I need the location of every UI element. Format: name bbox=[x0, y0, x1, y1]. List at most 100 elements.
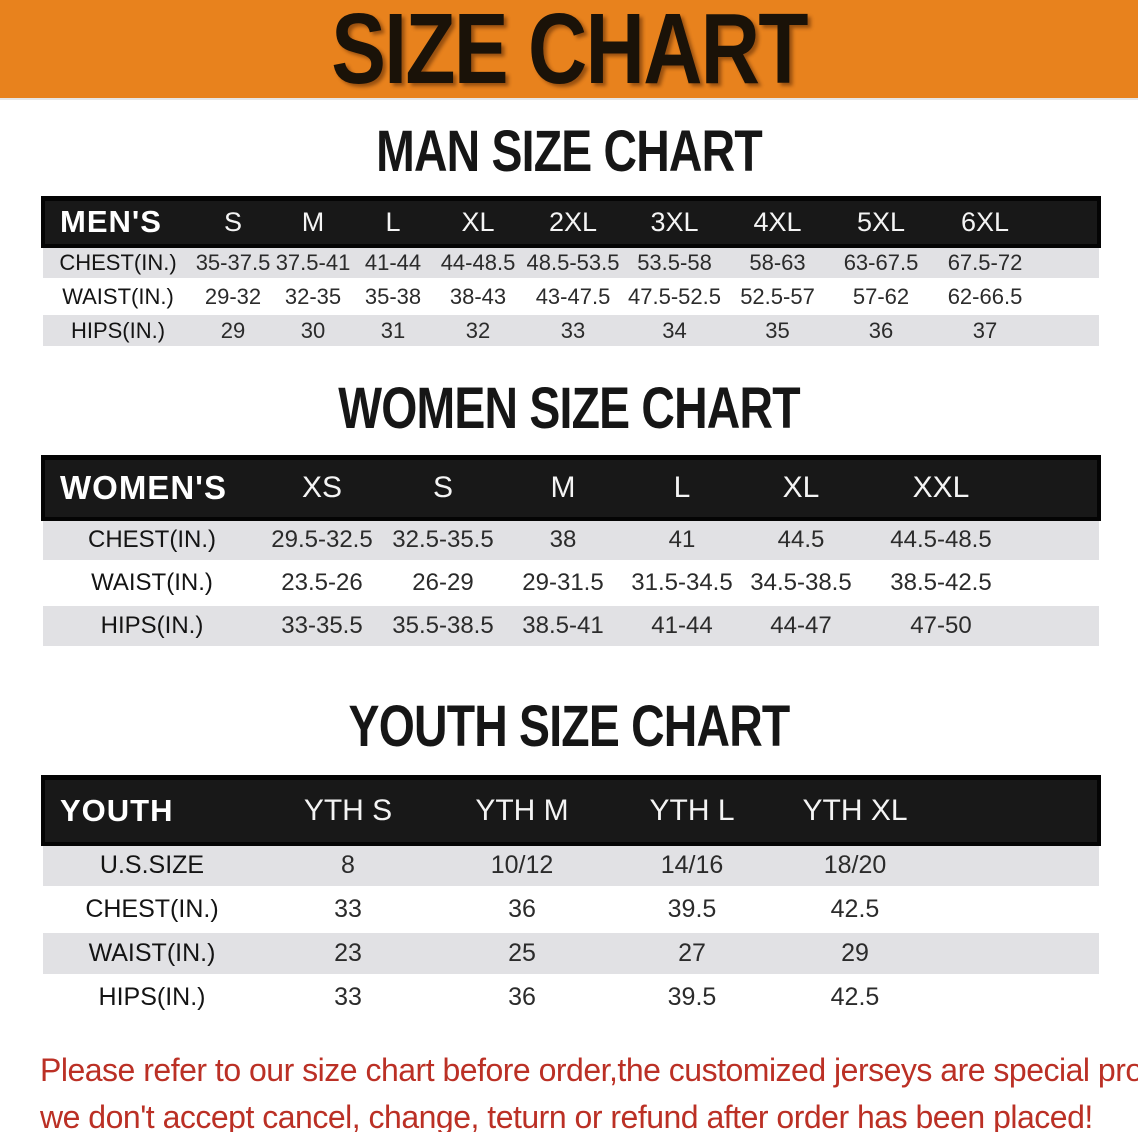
size-value: 27 bbox=[609, 931, 775, 977]
column-header-l: L bbox=[353, 196, 433, 248]
men-section-title: MAN SIZE CHART bbox=[376, 119, 763, 184]
size-value: 31.5-34.5 bbox=[623, 561, 741, 606]
size-value: 58-63 bbox=[726, 245, 829, 281]
size-value: 41 bbox=[623, 518, 741, 563]
column-header-xs: XS bbox=[261, 455, 383, 521]
row-filler bbox=[1021, 604, 1099, 649]
row-label: CHEST(IN.) bbox=[43, 887, 261, 933]
women-section-title: WOMEN SIZE CHART bbox=[338, 376, 800, 441]
row-filler bbox=[1037, 245, 1099, 281]
row-filler bbox=[1021, 518, 1099, 563]
size-value: 53.5-58 bbox=[623, 245, 726, 281]
size-value: 44.5-48.5 bbox=[861, 518, 1021, 563]
page-title: SIZE CHART bbox=[331, 0, 808, 105]
column-header-s: S bbox=[193, 196, 273, 248]
size-value: 63-67.5 bbox=[829, 245, 933, 281]
table-row: WAIST(IN.) 29-32 32-35 35-38 38-43 43-47.5 47.… bbox=[43, 279, 1099, 315]
table-row: HIPS(IN.) 33-35.5 35.5-38.5 38.5-41 41-44 44-… bbox=[43, 604, 1099, 649]
header-row: MEN'S S M L XL 2XL 3XL 4XL 5XL 6XL bbox=[41, 196, 1101, 248]
size-value: 35 bbox=[726, 313, 829, 349]
header-filler bbox=[1037, 196, 1101, 248]
size-value: 35.5-38.5 bbox=[383, 604, 503, 649]
size-value: 41-44 bbox=[623, 604, 741, 649]
row-label: HIPS(IN.) bbox=[43, 604, 261, 649]
column-header-6xl: 6XL bbox=[933, 196, 1037, 248]
size-value: 29 bbox=[775, 931, 935, 977]
size-value: 30 bbox=[273, 313, 353, 349]
size-value: 23 bbox=[261, 931, 435, 977]
row-label: WAIST(IN.) bbox=[43, 279, 193, 315]
row-label: CHEST(IN.) bbox=[43, 245, 193, 281]
size-value: 33 bbox=[261, 975, 435, 1021]
header-filler bbox=[935, 775, 1101, 846]
youth-header-label: YOUTH bbox=[41, 775, 261, 846]
column-header-s: S bbox=[383, 455, 503, 521]
size-value: 41-44 bbox=[353, 245, 433, 281]
youth-section-title: YOUTH SIZE CHART bbox=[348, 694, 791, 759]
size-value: 25 bbox=[435, 931, 609, 977]
section-youth: YOUTH SIZE CHART YOUTH YTH S YTH M YTH L YTH… bbox=[0, 694, 1138, 1021]
row-filler bbox=[935, 843, 1099, 889]
size-value: 39.5 bbox=[609, 975, 775, 1021]
header-row: YOUTH YTH S YTH M YTH L YTH XL bbox=[41, 775, 1101, 846]
size-value: 39.5 bbox=[609, 887, 775, 933]
size-value: 29.5-32.5 bbox=[261, 518, 383, 563]
section-men: MAN SIZE CHART MEN'S S M L XL 2XL 3XL 4XL 5XL 6XL… bbox=[0, 119, 1138, 349]
size-value: 35-38 bbox=[353, 279, 433, 315]
column-header-xxl: XXL bbox=[861, 455, 1021, 521]
size-value: 37 bbox=[933, 313, 1037, 349]
column-header-2xl: 2XL bbox=[523, 196, 623, 248]
size-value: 34.5-38.5 bbox=[741, 561, 861, 606]
size-value: 14/16 bbox=[609, 843, 775, 889]
size-value: 38.5-41 bbox=[503, 604, 623, 649]
size-value: 48.5-53.5 bbox=[523, 245, 623, 281]
column-header-xl: XL bbox=[741, 455, 861, 521]
size-value: 32.5-35.5 bbox=[383, 518, 503, 563]
youth-size-table: YOUTH YTH S YTH M YTH L YTH XL U.S.SIZE 8 10/12… bbox=[41, 775, 1101, 1021]
row-filler bbox=[1021, 561, 1099, 606]
size-value: 32-35 bbox=[273, 279, 353, 315]
column-header-3xl: 3XL bbox=[623, 196, 726, 248]
column-header-yth-m: YTH M bbox=[435, 775, 609, 846]
size-value: 38.5-42.5 bbox=[861, 561, 1021, 606]
header-row: WOMEN'S XS S M L XL XXL bbox=[41, 455, 1101, 521]
table-row: U.S.SIZE 8 10/12 14/16 18/20 bbox=[43, 843, 1099, 889]
size-value: 33 bbox=[523, 313, 623, 349]
size-value: 38-43 bbox=[433, 279, 523, 315]
row-label: CHEST(IN.) bbox=[43, 518, 261, 563]
size-value: 38 bbox=[503, 518, 623, 563]
size-value: 36 bbox=[435, 887, 609, 933]
row-label: U.S.SIZE bbox=[43, 843, 261, 889]
column-header-5xl: 5XL bbox=[829, 196, 933, 248]
men-size-table: MEN'S S M L XL 2XL 3XL 4XL 5XL 6XL CHEST(IN.) 35-37… bbox=[41, 196, 1101, 349]
size-value: 44-48.5 bbox=[433, 245, 523, 281]
size-value: 52.5-57 bbox=[726, 279, 829, 315]
size-value: 26-29 bbox=[383, 561, 503, 606]
women-header-label: WOMEN'S bbox=[41, 455, 261, 521]
size-value: 57-62 bbox=[829, 279, 933, 315]
row-label: HIPS(IN.) bbox=[43, 313, 193, 349]
size-value: 31 bbox=[353, 313, 433, 349]
column-header-yth-s: YTH S bbox=[261, 775, 435, 846]
row-filler bbox=[935, 975, 1099, 1021]
size-value: 42.5 bbox=[775, 975, 935, 1021]
men-header-label: MEN'S bbox=[41, 196, 193, 248]
row-filler bbox=[935, 887, 1099, 933]
column-header-xl: XL bbox=[433, 196, 523, 248]
size-value: 8 bbox=[261, 843, 435, 889]
size-value: 47-50 bbox=[861, 604, 1021, 649]
table-row: CHEST(IN.) 35-37.5 37.5-41 41-44 44-48.5 48.5… bbox=[43, 245, 1099, 281]
size-value: 36 bbox=[829, 313, 933, 349]
column-header-l: L bbox=[623, 455, 741, 521]
disclaimer-line-2: we don't accept cancel, change, teturn o… bbox=[40, 1099, 1093, 1132]
size-value: 34 bbox=[623, 313, 726, 349]
row-label: WAIST(IN.) bbox=[43, 931, 261, 977]
table-row: CHEST(IN.) 33 36 39.5 42.5 bbox=[43, 887, 1099, 933]
size-value: 33-35.5 bbox=[261, 604, 383, 649]
size-value: 36 bbox=[435, 975, 609, 1021]
row-filler bbox=[935, 931, 1099, 977]
table-row: CHEST(IN.) 29.5-32.5 32.5-35.5 38 41 44.5 44.5… bbox=[43, 518, 1099, 563]
row-label: HIPS(IN.) bbox=[43, 975, 261, 1021]
size-value: 42.5 bbox=[775, 887, 935, 933]
